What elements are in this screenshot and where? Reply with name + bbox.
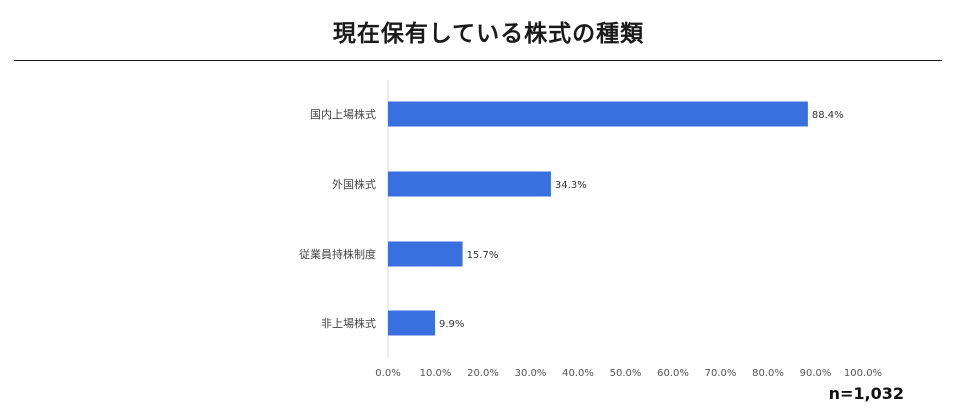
x-tick-label: 70.0% <box>705 368 737 379</box>
bar <box>388 310 436 336</box>
sample-size-note: n=1,032 <box>828 384 904 403</box>
x-tick-label: 20.0% <box>467 368 499 379</box>
x-tick-label: 80.0% <box>752 368 784 379</box>
data-label: 9.9% <box>439 319 464 330</box>
data-label: 88.4% <box>812 110 844 121</box>
x-tick-label: 100.0% <box>844 368 882 379</box>
chart-title: 現在保有している株式の種類 <box>332 21 645 47</box>
bar <box>388 101 808 127</box>
bar <box>388 241 463 267</box>
category-label: 従業員持株制度 <box>299 247 376 261</box>
title-divider <box>14 60 942 61</box>
x-tick-label: 50.0% <box>610 368 642 379</box>
data-label: 34.3% <box>555 180 587 191</box>
x-tick-label: 40.0% <box>562 368 594 379</box>
category-label: 外国株式 <box>332 177 376 191</box>
x-tick-label: 0.0% <box>375 368 400 379</box>
x-tick-label: 10.0% <box>420 368 452 379</box>
x-tick-label: 90.0% <box>800 368 832 379</box>
bar <box>388 171 551 197</box>
data-label: 15.7% <box>467 250 499 261</box>
x-tick-label: 60.0% <box>657 368 689 379</box>
x-tick-label: 30.0% <box>515 368 547 379</box>
category-label: 国内上場株式 <box>310 107 376 121</box>
category-label: 非上場株式 <box>321 316 376 330</box>
